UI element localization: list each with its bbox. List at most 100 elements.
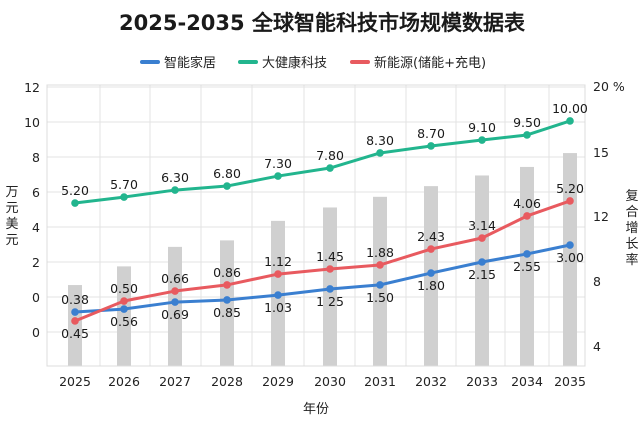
data-label: 6.80 [213,166,241,181]
y2-tick-label: 4 [593,339,601,354]
data-label: 7.30 [264,156,292,171]
y2-axis-title-char: 复 [625,189,638,204]
y2-axis-title-char: 合 [625,205,638,220]
data-label: 3.00 [556,250,584,265]
data-label: 0.38 [61,292,89,307]
data-label: 0.56 [110,314,138,329]
data-point [71,199,79,207]
y-tick-label: 10 [24,115,40,130]
y-tick-label: 2 [32,255,40,270]
data-point [566,117,574,125]
data-label: 4.06 [513,196,541,211]
data-label: 1.12 [264,254,292,269]
data-label: 5.70 [110,177,138,192]
y-axis-title-char: 元 [5,201,18,216]
data-point [71,308,79,316]
data-label: 8.30 [366,133,394,148]
growth-rate-bar [68,285,82,366]
data-point [223,281,231,289]
legend: 智能家居 大健康科技 新能源(储能+充电) [140,55,486,71]
data-point [478,136,486,144]
gridlines [47,85,585,366]
x-tick-label: 2030 [314,374,346,389]
data-label: 1.80 [417,278,445,293]
data-point [71,317,79,325]
y-tick-label: 0 [32,290,40,305]
data-label: 1.50 [366,290,394,305]
data-point [427,245,435,253]
x-tick-label: 2028 [211,374,243,389]
x-tick-label: 2029 [262,374,294,389]
growth-rate-bar [168,246,182,366]
data-label: 0.85 [213,305,241,320]
data-label: 0.45 [61,326,89,341]
data-point [376,281,384,289]
growth-rate-bar [117,266,131,366]
data-label: 1.45 [316,249,344,264]
data-point [120,297,128,305]
data-labels: 0.38 0.56 0.69 0.85 1.03 1 25 1.50 1.80 2.15 2.55… [61,101,588,341]
data-label: 0.69 [161,307,189,322]
chart-title: 2025-2035 全球智能科技市场规模数据表 [119,11,526,35]
data-label: 9.50 [513,115,541,130]
data-point [326,285,334,293]
legend-label: 大健康科技 [262,55,327,71]
data-label: 2.15 [468,267,496,282]
data-label: 9.10 [468,120,496,135]
data-point [171,298,179,306]
y-axis-title-char: 元 [5,233,18,248]
y2-axis-title-char: 率 [625,252,638,268]
x-tick-label: 2032 [415,374,447,389]
data-label: 7.80 [316,148,344,163]
data-label: 2.43 [417,229,445,244]
data-point [274,270,282,278]
data-label: 10.00 [552,101,588,116]
data-point [376,261,384,269]
data-point [478,258,486,266]
data-label: 5.20 [556,181,584,196]
data-point [120,305,128,313]
data-label: 6.30 [161,170,189,185]
x-tick-label: 2035 [554,374,586,389]
data-point [223,182,231,190]
data-label: 5.20 [61,183,89,198]
data-point [566,197,574,205]
y2-axis-ticks: 20 % 15 12 8 4 [593,79,625,354]
data-label: 1 25 [316,294,344,309]
y-tick-label: 4 [32,220,40,235]
x-tick-label: 2027 [159,374,191,389]
data-point [523,250,531,258]
plot-frame [46,84,586,367]
data-point [223,296,231,304]
x-tick-label: 2034 [511,374,543,389]
legend-label: 新能源(储能+充电) [374,55,486,71]
y2-tick-label: 20 % [593,79,625,94]
data-point [326,265,334,273]
y-tick-label: 12 [24,80,40,95]
data-label: 1.03 [264,300,292,315]
data-label: 0.66 [161,271,189,286]
x-axis-ticks: 2025 2026 2027 2028 2029 2030 2031 2032 2033 2034… [59,374,586,389]
y-axis-title-char: 万 [5,185,18,200]
y-axis-title-char: 美 [5,217,18,232]
data-point [376,149,384,157]
data-point [427,142,435,150]
x-tick-label: 2026 [108,374,140,389]
x-axis-title: 年份 [303,402,329,417]
data-point [274,291,282,299]
data-point [523,131,531,139]
y2-tick-label: 12 [593,209,609,224]
data-label: 0.86 [213,265,241,280]
data-label: 3.14 [468,218,496,233]
data-point [427,269,435,277]
data-point [523,212,531,220]
data-label: 0.50 [110,281,138,296]
legend-label: 智能家居 [164,55,216,71]
x-tick-label: 2031 [364,374,396,389]
data-point [274,172,282,180]
x-tick-label: 2033 [466,374,498,389]
y2-axis-title-char: 长 [625,237,638,252]
